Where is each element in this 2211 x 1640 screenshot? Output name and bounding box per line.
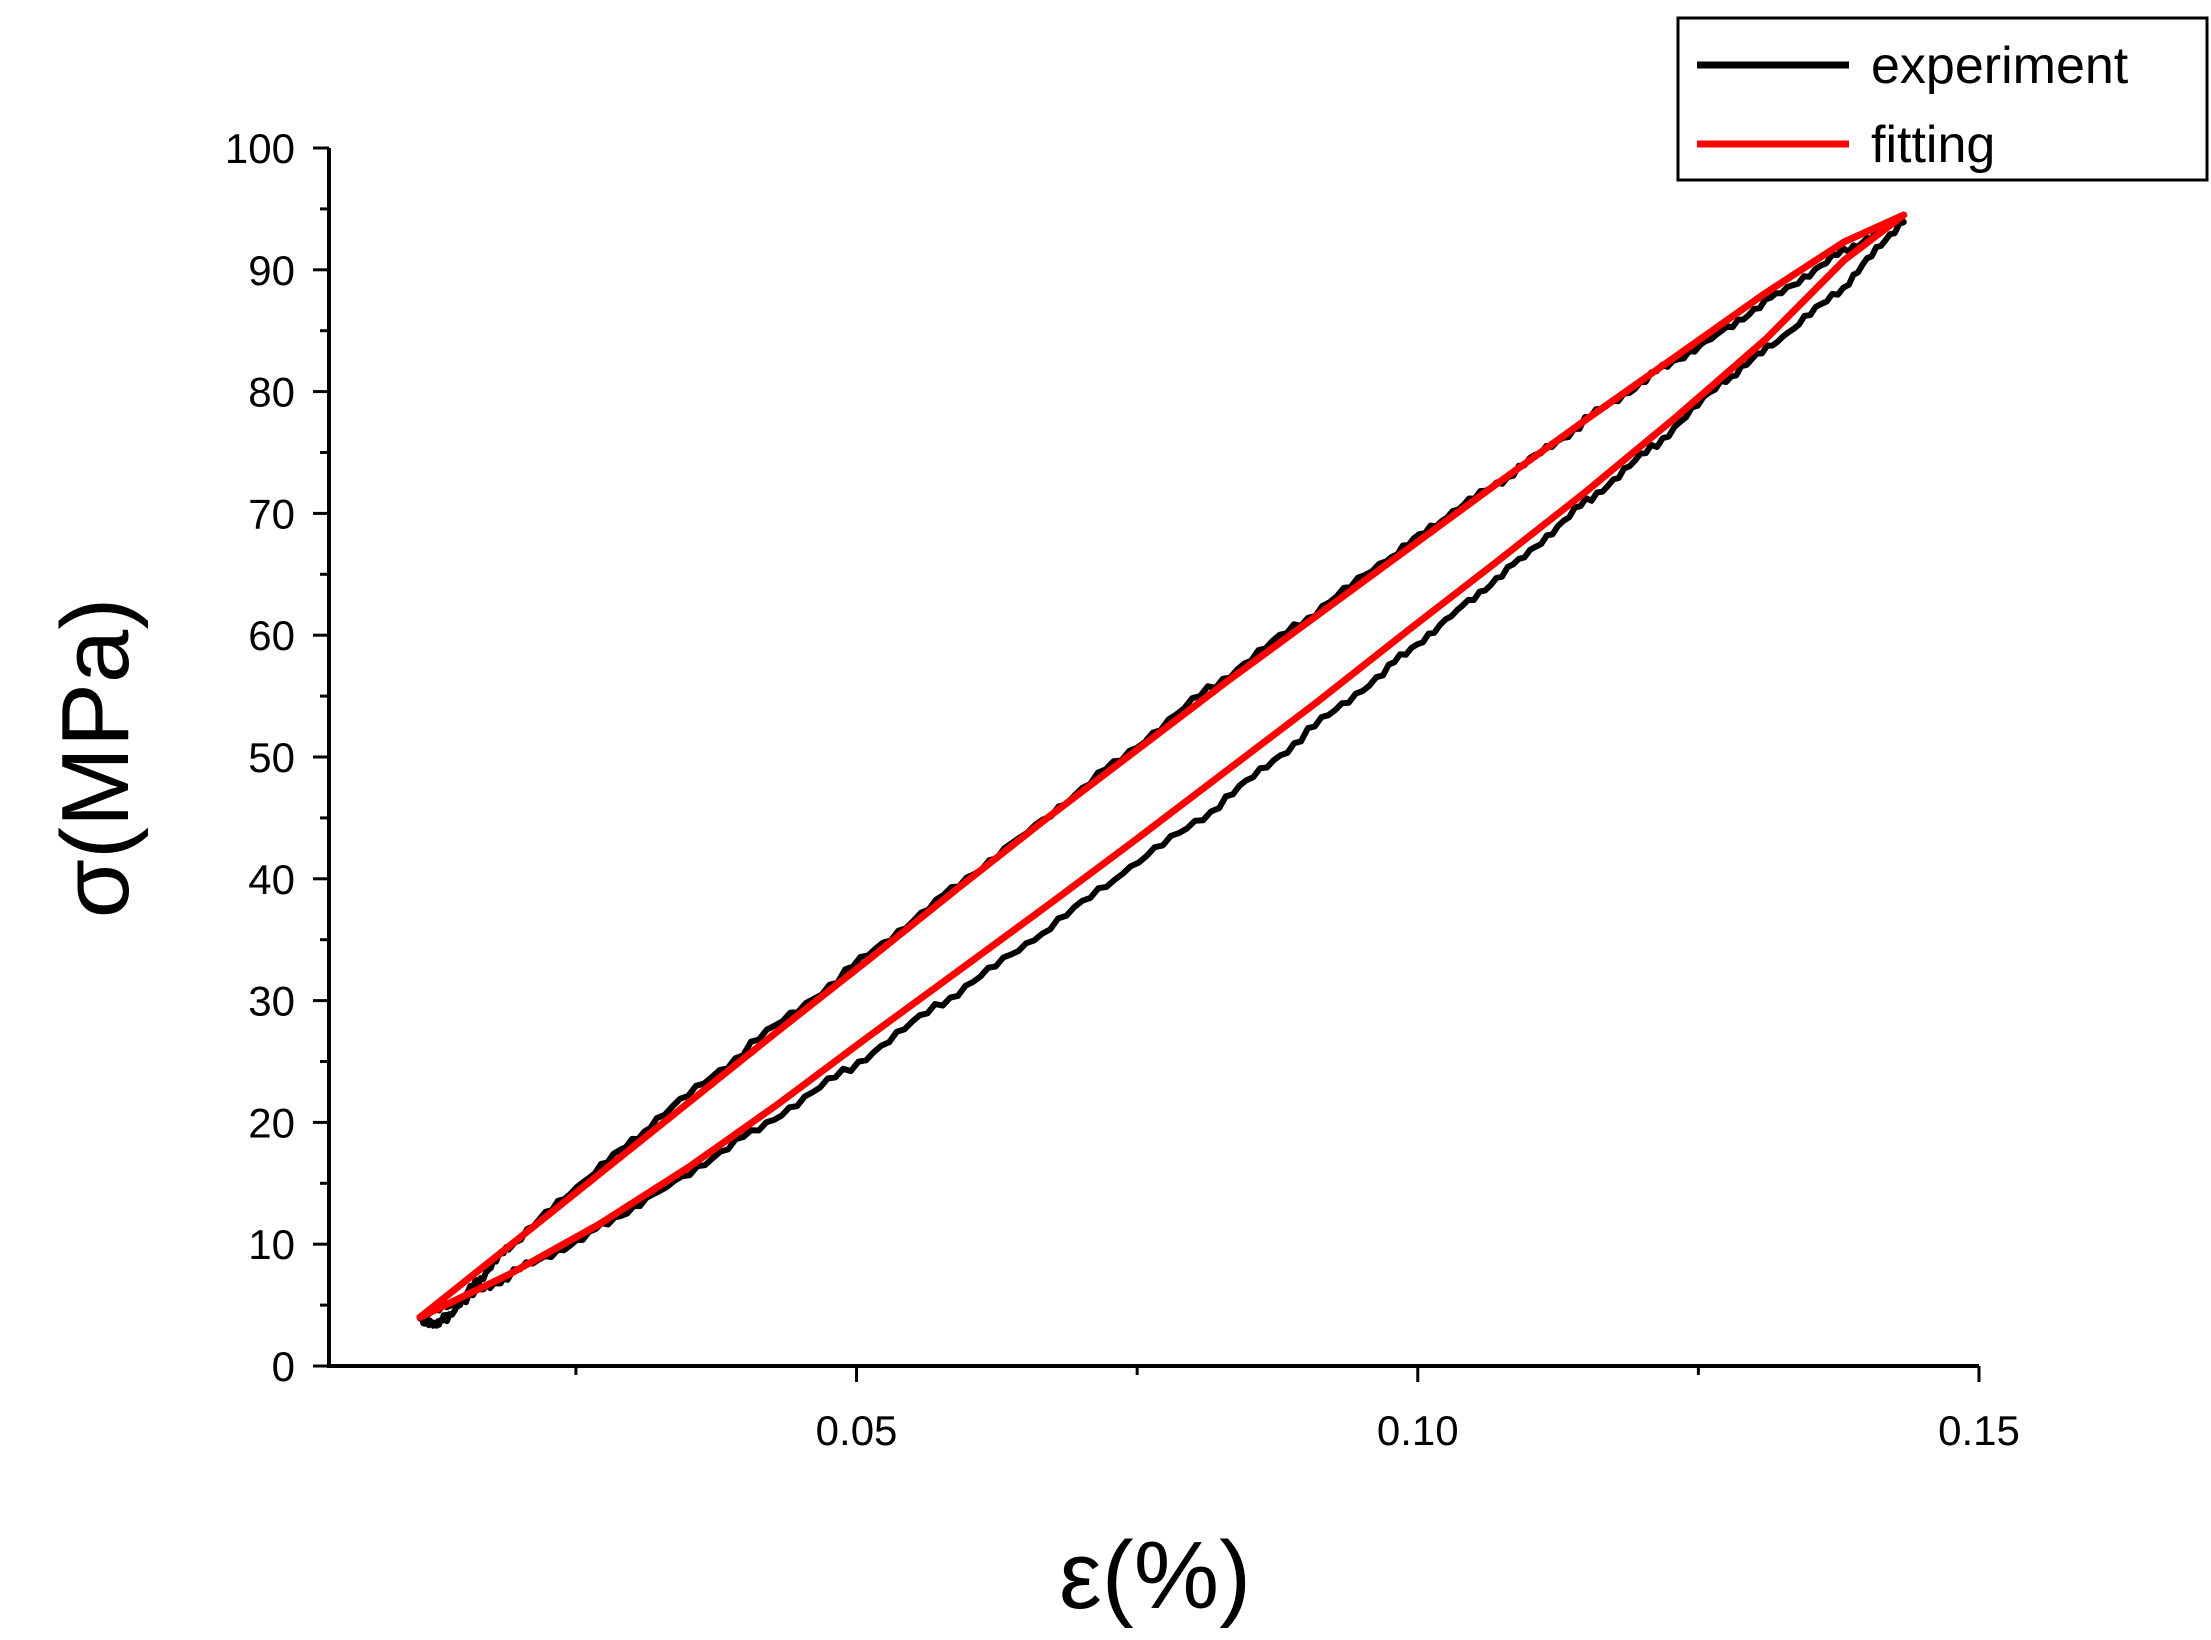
legend-label-fitting: fitting — [1871, 116, 1995, 174]
y-tick-label: 90 — [248, 247, 295, 294]
y-tick-label: 40 — [248, 856, 295, 903]
y-tick-label: 30 — [248, 978, 295, 1025]
y-tick-label: 0 — [272, 1343, 295, 1390]
legend-label-experiment: experiment — [1871, 37, 2129, 95]
plot-area — [416, 211, 1908, 1329]
y-axis-title: σ(MPa) — [42, 598, 149, 919]
y-tick-label: 20 — [248, 1099, 295, 1146]
series-line-experiment — [416, 214, 1907, 1329]
x-axis-title: ε(%) — [1059, 1522, 1251, 1629]
x-tick-label: 0.15 — [1938, 1407, 2020, 1454]
legend: experiment fitting — [1676, 16, 2209, 182]
axis-ticks: 0 10 20 30 40 50 60 70 80 90 100 0.05 0.10 0.15 — [225, 125, 2020, 1454]
x-tick-label: 0.05 — [816, 1407, 898, 1454]
y-tick-label: 80 — [248, 369, 295, 416]
x-tick-label: 0.10 — [1377, 1407, 1459, 1454]
legend-box — [1676, 16, 2209, 182]
series-line-fitting — [416, 211, 1908, 1321]
y-tick-label: 60 — [248, 612, 295, 659]
y-tick-label: 100 — [225, 125, 295, 172]
y-tick-label: 10 — [248, 1221, 295, 1268]
y-tick-label: 70 — [248, 490, 295, 537]
y-tick-label: 50 — [248, 734, 295, 781]
